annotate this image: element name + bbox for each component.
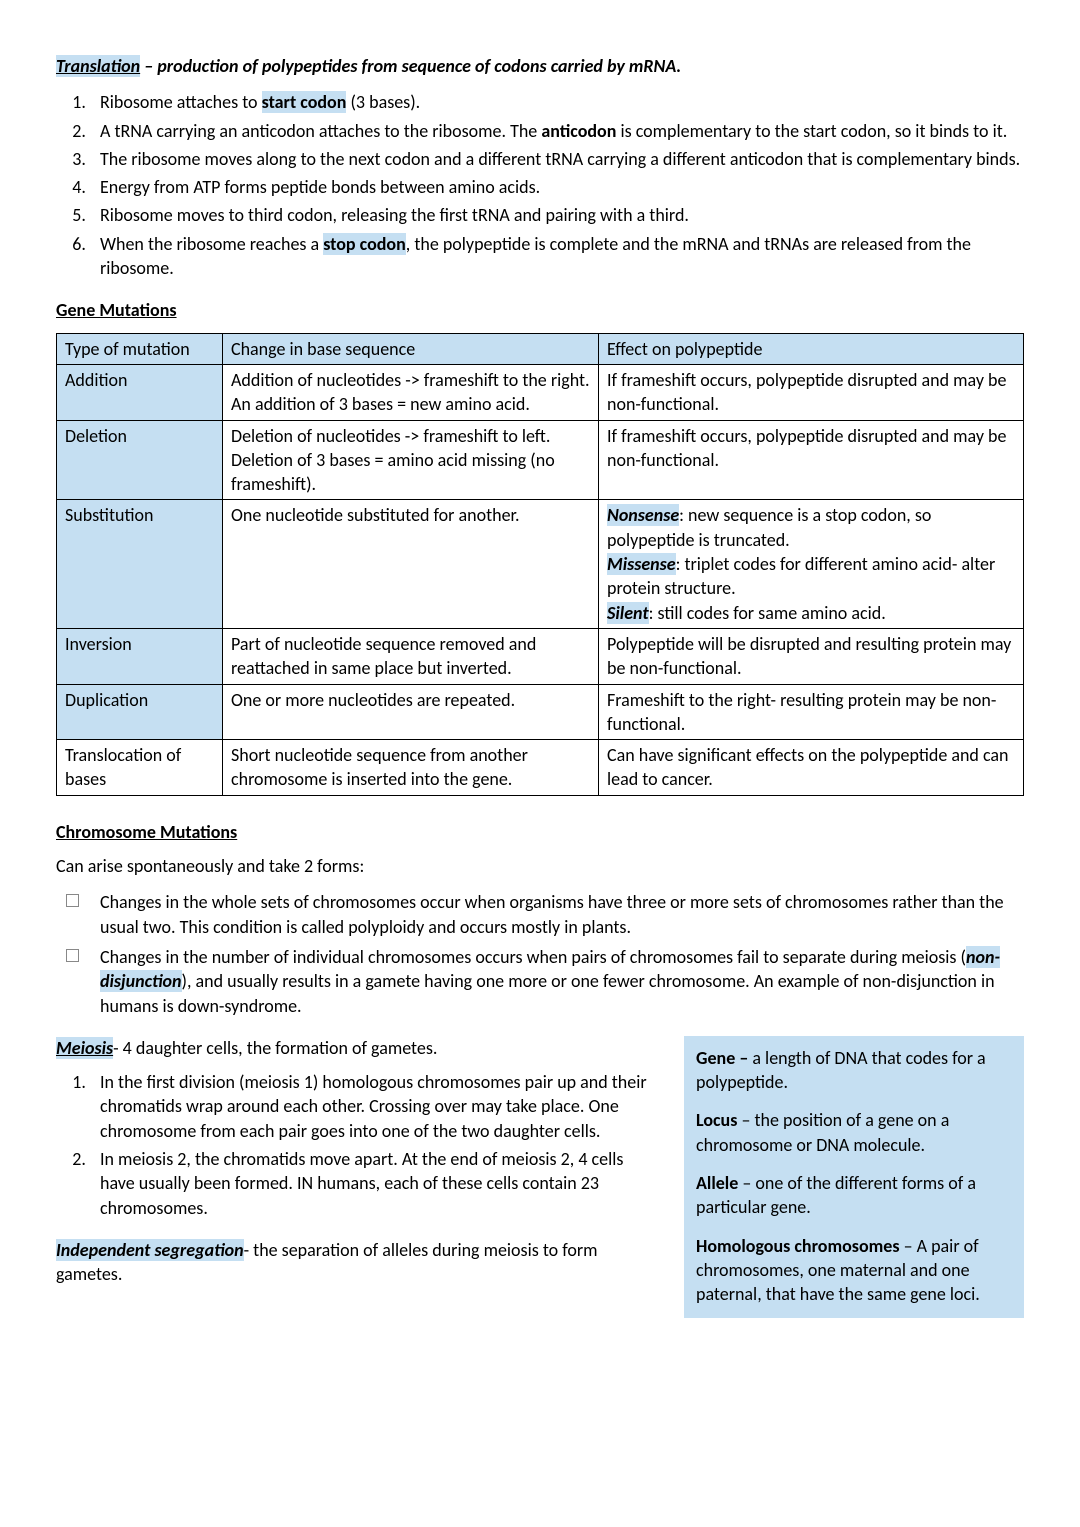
mutations-table: Type of mutation Change in base sequence… — [56, 333, 1024, 796]
independent-segregation: Independent segregation- the separation … — [56, 1238, 662, 1287]
mutation-type: Inversion — [57, 628, 223, 684]
translation-heading: Translation – production of polypeptides… — [56, 54, 1024, 78]
translation-step: Ribosome moves to third codon, releasing… — [90, 203, 1024, 227]
meiosis-heading: Meiosis- 4 daughter cells, the formation… — [56, 1036, 662, 1060]
def-allele: Allele – one of the different forms of a… — [696, 1171, 1012, 1220]
mutation-effect: If frameshift occurs, polypeptide disrup… — [599, 364, 1024, 420]
mutation-effect: Can have significant effects on the poly… — [599, 740, 1024, 796]
table-row: DuplicationOne or more nucleotides are r… — [57, 684, 1024, 740]
meiosis-steps: In the first division (meiosis 1) homolo… — [56, 1070, 662, 1220]
meiosis-def: - 4 daughter cells, the formation of gam… — [113, 1037, 437, 1059]
meiosis-step: In meiosis 2, the chromatids move apart.… — [90, 1147, 662, 1220]
translation-step: Energy from ATP forms peptide bonds betw… — [90, 175, 1024, 199]
table-row: SubstitutionOne nucleotide substituted f… — [57, 500, 1024, 628]
def-gene: Gene – a length of DNA that codes for a … — [696, 1046, 1012, 1095]
chromosome-item: Changes in the whole sets of chromosomes… — [90, 890, 1024, 939]
meiosis-term: Meiosis — [56, 1037, 113, 1059]
translation-def: – production of polypeptides from sequen… — [140, 55, 681, 77]
translation-step: When the ribosome reaches a stop codon, … — [90, 232, 1024, 281]
translation-step: A tRNA carrying an anticodon attaches to… — [90, 119, 1024, 143]
mutation-change: Short nucleotide sequence from another c… — [223, 740, 599, 796]
table-row: Translocation of basesShort nucleotide s… — [57, 740, 1024, 796]
mutation-change: Addition of nucleotides -> frameshift to… — [223, 364, 599, 420]
translation-step: The ribosome moves along to the next cod… — [90, 147, 1024, 171]
col-type: Type of mutation — [57, 333, 223, 364]
indep-term: Independent segregation — [56, 1239, 244, 1261]
mutation-type: Substitution — [57, 500, 223, 628]
translation-step: Ribosome attaches to start codon (3 base… — [90, 90, 1024, 114]
chromosome-mutations-heading: Chromosome Mutations — [56, 820, 1024, 844]
translation-steps: Ribosome attaches to start codon (3 base… — [56, 90, 1024, 280]
mutation-type: Deletion — [57, 420, 223, 500]
mutation-effect: Frameshift to the right- resulting prote… — [599, 684, 1024, 740]
mutation-change: One nucleotide substituted for another. — [223, 500, 599, 628]
def-homologous: Homologous chromosomes – A pair of chrom… — [696, 1234, 1012, 1307]
mutation-type: Duplication — [57, 684, 223, 740]
gene-mutations-heading: Gene Mutations — [56, 298, 1024, 322]
mutation-change: Part of nucleotide sequence removed and … — [223, 628, 599, 684]
col-change: Change in base sequence — [223, 333, 599, 364]
mutation-change: One or more nucleotides are repeated. — [223, 684, 599, 740]
translation-term: Translation — [56, 55, 140, 77]
col-effect: Effect on polypeptide — [599, 333, 1024, 364]
def-locus: Locus – the position of a gene on a chro… — [696, 1108, 1012, 1157]
chromosome-intro: Can arise spontaneously and take 2 forms… — [56, 854, 1024, 878]
mutation-effect: Nonsense: new sequence is a stop codon, … — [599, 500, 1024, 628]
mutation-effect: Polypeptide will be disrupted and result… — [599, 628, 1024, 684]
meiosis-step: In the first division (meiosis 1) homolo… — [90, 1070, 662, 1143]
mutation-type: Addition — [57, 364, 223, 420]
definitions-box: Gene – a length of DNA that codes for a … — [684, 1036, 1024, 1319]
mutation-type: Translocation of bases — [57, 740, 223, 796]
chromosome-item: Changes in the number of individual chro… — [90, 945, 1024, 1018]
table-row: AdditionAddition of nucleotides -> frame… — [57, 364, 1024, 420]
table-row: DeletionDeletion of nucleotides -> frame… — [57, 420, 1024, 500]
table-header-row: Type of mutation Change in base sequence… — [57, 333, 1024, 364]
chromosome-items: Changes in the whole sets of chromosomes… — [56, 890, 1024, 1017]
mutation-change: Deletion of nucleotides -> frameshift to… — [223, 420, 599, 500]
table-row: InversionPart of nucleotide sequence rem… — [57, 628, 1024, 684]
mutation-effect: If frameshift occurs, polypeptide disrup… — [599, 420, 1024, 500]
